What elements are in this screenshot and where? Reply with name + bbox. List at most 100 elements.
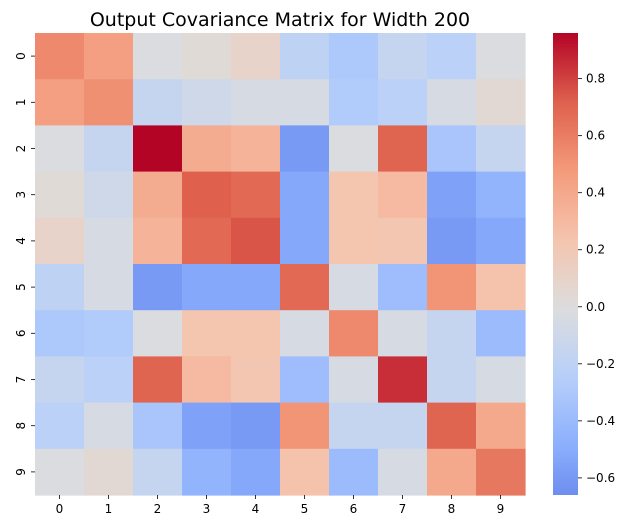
x-tick-label: 8 — [448, 502, 456, 516]
heatmap-cell — [280, 448, 330, 496]
x-tick-label: 5 — [301, 502, 309, 516]
heatmap-cell — [182, 448, 232, 496]
heatmap-cell — [84, 125, 134, 173]
heatmap-cell — [133, 264, 183, 311]
heatmap-cell — [182, 217, 232, 265]
heatmap-cell — [476, 356, 526, 404]
x-tick-label: 7 — [399, 502, 407, 516]
heatmap-cell — [280, 356, 330, 404]
heatmap-cell — [35, 171, 85, 219]
colorbar-tick-label: 0.4 — [586, 186, 605, 200]
heatmap-cell — [133, 448, 183, 496]
heatmap-cell — [476, 79, 526, 126]
heatmap-cell — [427, 448, 477, 496]
heatmap-cell — [476, 125, 526, 173]
colorbar-tick-label: 0.8 — [586, 72, 605, 86]
heatmap-cell — [280, 79, 330, 126]
heatmap-cell — [427, 79, 477, 126]
heatmap-cell — [329, 264, 379, 311]
heatmap-cell — [231, 448, 281, 496]
heatmap-cell — [378, 171, 428, 219]
heatmap-cell — [133, 171, 183, 219]
colorbar-ticks: 0.8 0.6 0.4 0.2 0.0 −0.2 −0.4 −0.6 — [578, 72, 615, 485]
heatmap-cell — [133, 356, 183, 404]
heatmap-cell — [84, 217, 134, 265]
heatmap-cell — [476, 402, 526, 450]
x-tick-label: 1 — [105, 502, 113, 516]
chart-title: Output Covariance Matrix for Width 200 — [90, 9, 470, 31]
heatmap-cell — [329, 356, 379, 404]
heatmap-cell — [378, 79, 428, 126]
heatmap-cell — [133, 125, 183, 173]
heatmap-cell — [329, 125, 379, 173]
heatmap-cell — [84, 310, 134, 357]
heatmap-cell — [231, 217, 281, 265]
heatmap-cells — [35, 33, 526, 496]
heatmap-cell — [476, 33, 526, 80]
heatmap-cell — [35, 310, 85, 357]
heatmap-cell — [133, 33, 183, 80]
heatmap-cell — [378, 310, 428, 357]
y-tick-label: 3 — [14, 191, 28, 199]
heatmap-cell — [476, 171, 526, 219]
heatmap-cell — [329, 171, 379, 219]
heatmap-cell — [280, 217, 330, 265]
heatmap-cell — [280, 125, 330, 173]
heatmap-cell — [84, 402, 134, 450]
heatmap-cell — [35, 448, 85, 496]
heatmap-cell — [378, 448, 428, 496]
heatmap-cell — [35, 356, 85, 404]
y-tick-label: 1 — [14, 98, 28, 106]
heatmap-cell — [476, 217, 526, 265]
heatmap-cell — [231, 402, 281, 450]
heatmap-cell — [84, 33, 134, 80]
heatmap-cell — [427, 125, 477, 173]
y-tick-label: 7 — [14, 376, 28, 384]
y-tick-label: 9 — [14, 468, 28, 476]
heatmap-cell — [378, 402, 428, 450]
y-tick-label: 2 — [14, 145, 28, 153]
heatmap-cell — [427, 217, 477, 265]
heatmap-cell — [35, 33, 85, 80]
y-tick-label: 0 — [14, 52, 28, 60]
heatmap-cell — [280, 264, 330, 311]
heatmap-cell — [427, 171, 477, 219]
colorbar-tick-label: 0.6 — [586, 129, 605, 143]
heatmap-cell — [231, 356, 281, 404]
heatmap-cell — [84, 356, 134, 404]
heatmap-cell — [329, 33, 379, 80]
x-tick-label: 6 — [350, 502, 358, 516]
colorbar-tick-label: −0.2 — [586, 357, 615, 371]
heatmap-cell — [476, 448, 526, 496]
heatmap-cell — [35, 402, 85, 450]
heatmap-cell — [329, 402, 379, 450]
heatmap-cell — [182, 79, 232, 126]
colorbar-tick-label: 0.0 — [586, 300, 605, 314]
heatmap-cell — [182, 264, 232, 311]
heatmap-cell — [329, 310, 379, 357]
heatmap-cell — [378, 33, 428, 80]
heatmap-cell — [35, 79, 85, 126]
heatmap-cell — [84, 448, 134, 496]
heatmap-cell — [378, 217, 428, 265]
heatmap-cell — [84, 79, 134, 126]
heatmap-cell — [231, 264, 281, 311]
heatmap-cell — [84, 264, 134, 311]
heatmap-cell — [280, 402, 330, 450]
heatmap-cell — [280, 310, 330, 357]
heatmap-cell — [182, 356, 232, 404]
x-tick-label: 9 — [497, 502, 505, 516]
heatmap-cell — [427, 33, 477, 80]
colorbar-tick-label: 0.2 — [586, 243, 605, 257]
colorbar-tick-label: −0.4 — [586, 414, 615, 428]
y-tick-label: 8 — [14, 422, 28, 430]
x-tick-label: 3 — [203, 502, 211, 516]
heatmap-cell — [35, 125, 85, 173]
heatmap-cell — [280, 171, 330, 219]
heatmap-cell — [476, 264, 526, 311]
heatmap-cell — [427, 402, 477, 450]
heatmap-cell — [35, 217, 85, 265]
heatmap-cell — [231, 171, 281, 219]
heatmap-cell — [427, 264, 477, 311]
heatmap-cell — [378, 264, 428, 311]
